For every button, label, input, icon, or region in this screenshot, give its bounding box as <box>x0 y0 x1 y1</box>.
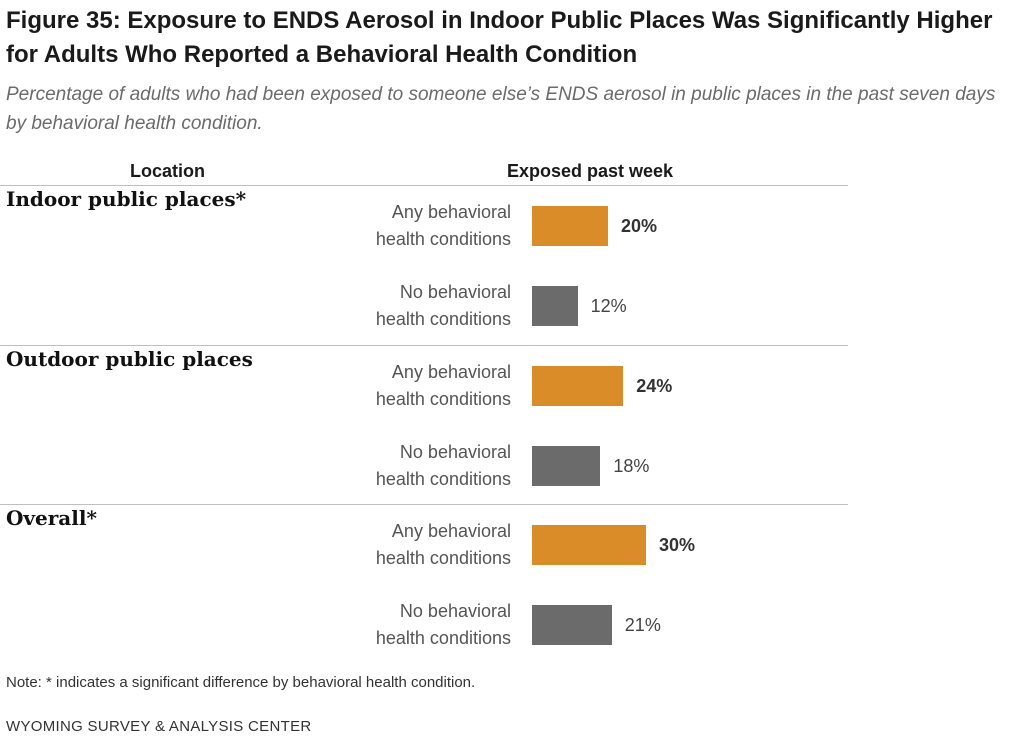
group-label: Indoor public places* <box>6 187 247 211</box>
row-label-line: No behavioral <box>399 282 511 302</box>
value-label: 18% <box>613 455 650 476</box>
row-label: No behavioral health conditions <box>330 279 511 333</box>
row-label-line: health conditions <box>375 628 511 648</box>
value-label: 30% <box>659 535 696 555</box>
footnote: Note: * indicates a significant differen… <box>6 674 476 691</box>
location-column-header: Location <box>130 161 205 181</box>
row-label-line: health conditions <box>375 388 511 409</box>
value-label: 20% <box>621 216 658 236</box>
row-label: No behavioral health conditions <box>330 439 511 493</box>
source-credit: WYOMING SURVEY & ANALYSIS CENTER <box>6 718 312 735</box>
group-label: Outdoor public places <box>6 346 253 371</box>
row-label: No behavioral health conditions <box>330 598 511 652</box>
group-divider <box>0 344 848 346</box>
exposed-column-header: Exposed past week <box>506 161 674 181</box>
row-label-line: Any behavioral <box>391 202 511 222</box>
bar <box>532 206 608 246</box>
group-divider <box>0 185 848 186</box>
bar <box>532 286 578 326</box>
bar <box>532 365 624 406</box>
bar <box>532 445 601 486</box>
row-label-line: health conditions <box>375 548 511 568</box>
chart-subtitle: Percentage of adults who had been expose… <box>6 84 996 134</box>
row-label-line: No behavioral <box>399 601 511 621</box>
chart-title: Figure 35: Exposure to ENDS Aerosol in I… <box>6 7 993 68</box>
row-label-line: health conditions <box>375 309 511 329</box>
group-label: Overall* <box>6 506 97 530</box>
bar <box>532 525 646 565</box>
row-label: Any behavioral health conditions <box>330 199 511 253</box>
row-label: Any behavioral health conditions <box>330 518 511 572</box>
row-label-line: Any behavioral <box>391 521 511 541</box>
row-label-line: health conditions <box>375 229 511 249</box>
row-label-line: health conditions <box>375 468 511 489</box>
group-divider <box>0 504 848 505</box>
value-label: 21% <box>624 615 661 635</box>
row-label-line: No behavioral <box>399 441 511 462</box>
value-label: 24% <box>636 375 673 396</box>
bar <box>532 605 612 645</box>
value-label: 12% <box>590 296 627 316</box>
row-label-line: Any behavioral <box>391 361 511 382</box>
row-label: Any behavioral health conditions <box>330 359 511 413</box>
